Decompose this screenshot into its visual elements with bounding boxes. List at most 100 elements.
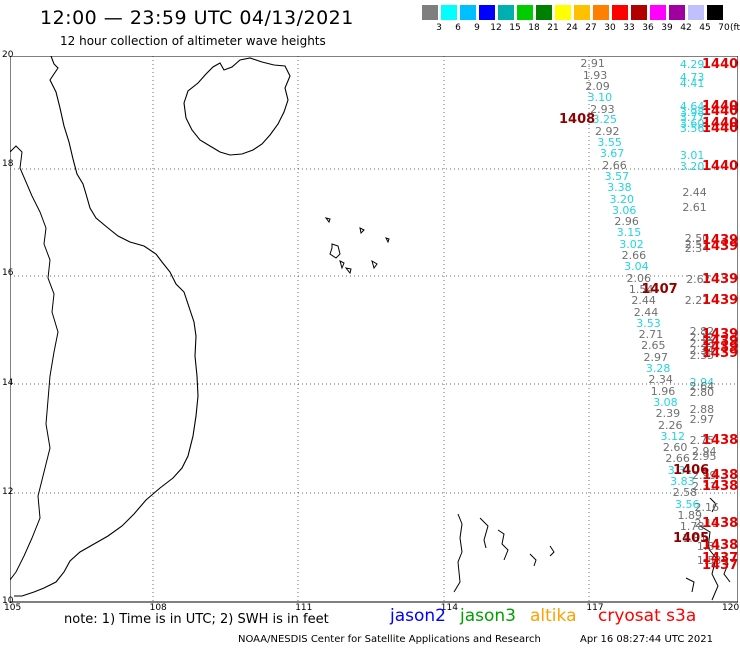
pass-time-label: 1438 [702,516,739,532]
longitude-tick: 120 [722,603,740,613]
pass-time-label: 1440 [702,115,739,131]
wave-height-value: 1.96 [650,384,676,398]
colorbar-label: 42 [680,23,692,33]
wave-height-value: 3.15 [616,226,642,240]
colorbar-swatch [688,5,704,20]
wave-height-value: 2.35 [689,349,715,363]
credit-text: NOAA/NESDIS Center for Satellite Applica… [238,634,541,645]
wave-height-value: 3.56 [679,122,705,136]
wave-height-value: 2.34 [684,242,710,256]
wave-height-value: 2.88 [689,402,715,416]
hainan-island-outline [183,57,291,156]
wave-height-value: 3.57 [604,170,630,184]
wave-height-value: 2.65 [641,339,666,353]
wave-height-value: 2.44 [682,186,707,200]
wave-height-value: 2.94 [692,445,717,459]
wave-height-value: 3.31 [667,463,693,477]
wave-height-value: 4.41 [679,77,705,91]
pass-time-label: 1439 [702,271,739,287]
wave-height-value: 2.95 [692,449,717,463]
wave-height-value: 2.66 [665,452,690,466]
wave-height-value: 3.98 [679,105,705,119]
islands [324,217,731,601]
map-subtitle: 12 hour collection of altimeter wave hei… [60,34,326,48]
wave-height-value: 2.99 [692,469,717,483]
wave-height-value: 3.08 [653,395,678,409]
pass-time-label: 1440 [702,103,739,119]
map-title: 12:00 — 23:59 UTC 04/13/2021 [40,7,354,29]
wave-height-value: 2.93 [590,102,615,116]
wave-height-value: 2.75 [689,433,715,447]
colorbar-label: 15 [509,23,521,33]
colorbar-swatch [707,5,723,20]
wave-height-value: 2.06 [626,271,652,285]
wave-height-value: 2.34 [689,343,715,357]
colorbar-swatch [555,5,571,20]
colorbar-swatch [650,5,666,20]
wave-height-value: 3.06 [611,204,637,218]
longitude-tick: 105 [4,603,22,613]
wave-height-value: 3.60 [679,116,705,130]
colorbar-swatch [422,5,438,20]
wave-height-value: 3.28 [645,361,671,375]
colorbar-label: 6 [455,23,461,33]
colorbar-label: 70 [718,23,730,33]
wave-height-value: 3.20 [679,160,705,174]
wave-height-value: 2.16 [694,501,719,515]
wave-height-value: 2.61 [682,200,707,214]
pass-time-label: 1440 [702,99,739,115]
pass-time-label: 1408 [558,112,596,128]
wave-height-value: 2.31 [692,480,717,494]
pass-time-label: 1439 [702,292,739,308]
colorbar-swatch [460,5,476,20]
pass-time-label: 1407 [641,281,678,297]
legend-jason3: jason3 [460,606,516,626]
wave-height-value: 3.83 [670,474,695,488]
pass-time-label: 1438 [702,468,739,484]
pass-time-label: 1439 [702,239,739,255]
wave-height-value: 2.94 [689,375,715,389]
colorbar-label: 30 [604,23,616,33]
wave-height-value: 3.02 [619,237,644,251]
wave-height-value: 2.96 [614,214,639,228]
wave-height-value: 2.27 [684,293,710,307]
wave-height-value: 1.54 [628,282,654,296]
wave-height-value: 4.73 [679,70,705,84]
wave-height-value: 2.39 [655,407,681,421]
map-frame [10,56,738,603]
wave-height-value: 2.09 [585,79,610,93]
wave-height-value: 2.12 [689,330,715,344]
wave-height-value: 3.25 [592,113,618,127]
colorbar-label: 9 [474,23,480,33]
pass-time-label: 1438 [702,538,739,554]
wave-height-value: 2.44 [631,294,656,308]
wave-height-value: 4.64 [679,100,705,114]
latitude-tick: 12 [2,486,14,497]
wave-height-value: 3.55 [597,135,622,149]
colorbar-swatch [574,5,590,20]
colorbar-label: 27 [585,23,597,33]
latitude-tick: 14 [2,377,14,388]
wave-height-value: 3.12 [660,429,685,443]
legend-cryosat-s3a: cryosat s3a [598,606,697,626]
legend-altika: altika [530,606,577,626]
colorbar-swatch [593,5,609,20]
colorbar-swatch [517,5,533,20]
colorbar-label: 33 [623,23,635,33]
wave-height-value: 2.91 [580,57,605,71]
pass-time-label: 1439 [702,339,739,355]
colorbar-label: 36 [642,23,654,33]
latitude-tick: 10 [2,596,14,606]
colorbar-label: 3 [436,23,442,33]
longitude-tick: 108 [149,603,167,613]
colorbar-swatch [669,5,685,20]
colorbar-label: 39 [661,23,673,33]
pass-time-label: 1406 [673,462,710,478]
pass-time-label: 1440 [702,121,739,137]
latitude-tick: 16 [2,268,14,279]
wave-height-value: 2.15 [694,517,719,531]
wave-height-value: 2.82 [689,324,715,338]
wave-height-value: 1.93 [582,68,608,82]
colorbar-swatch [612,5,628,20]
wave-height-value: 1.81 [696,540,722,554]
